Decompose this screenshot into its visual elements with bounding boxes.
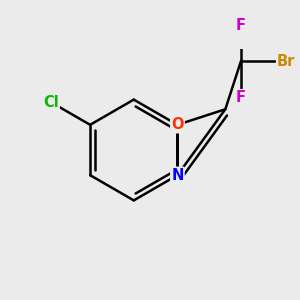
Text: Br: Br [277,54,296,69]
Text: O: O [171,117,184,132]
Text: F: F [236,90,246,105]
Text: Cl: Cl [43,94,59,110]
Text: F: F [236,17,246,32]
Text: N: N [171,168,184,183]
